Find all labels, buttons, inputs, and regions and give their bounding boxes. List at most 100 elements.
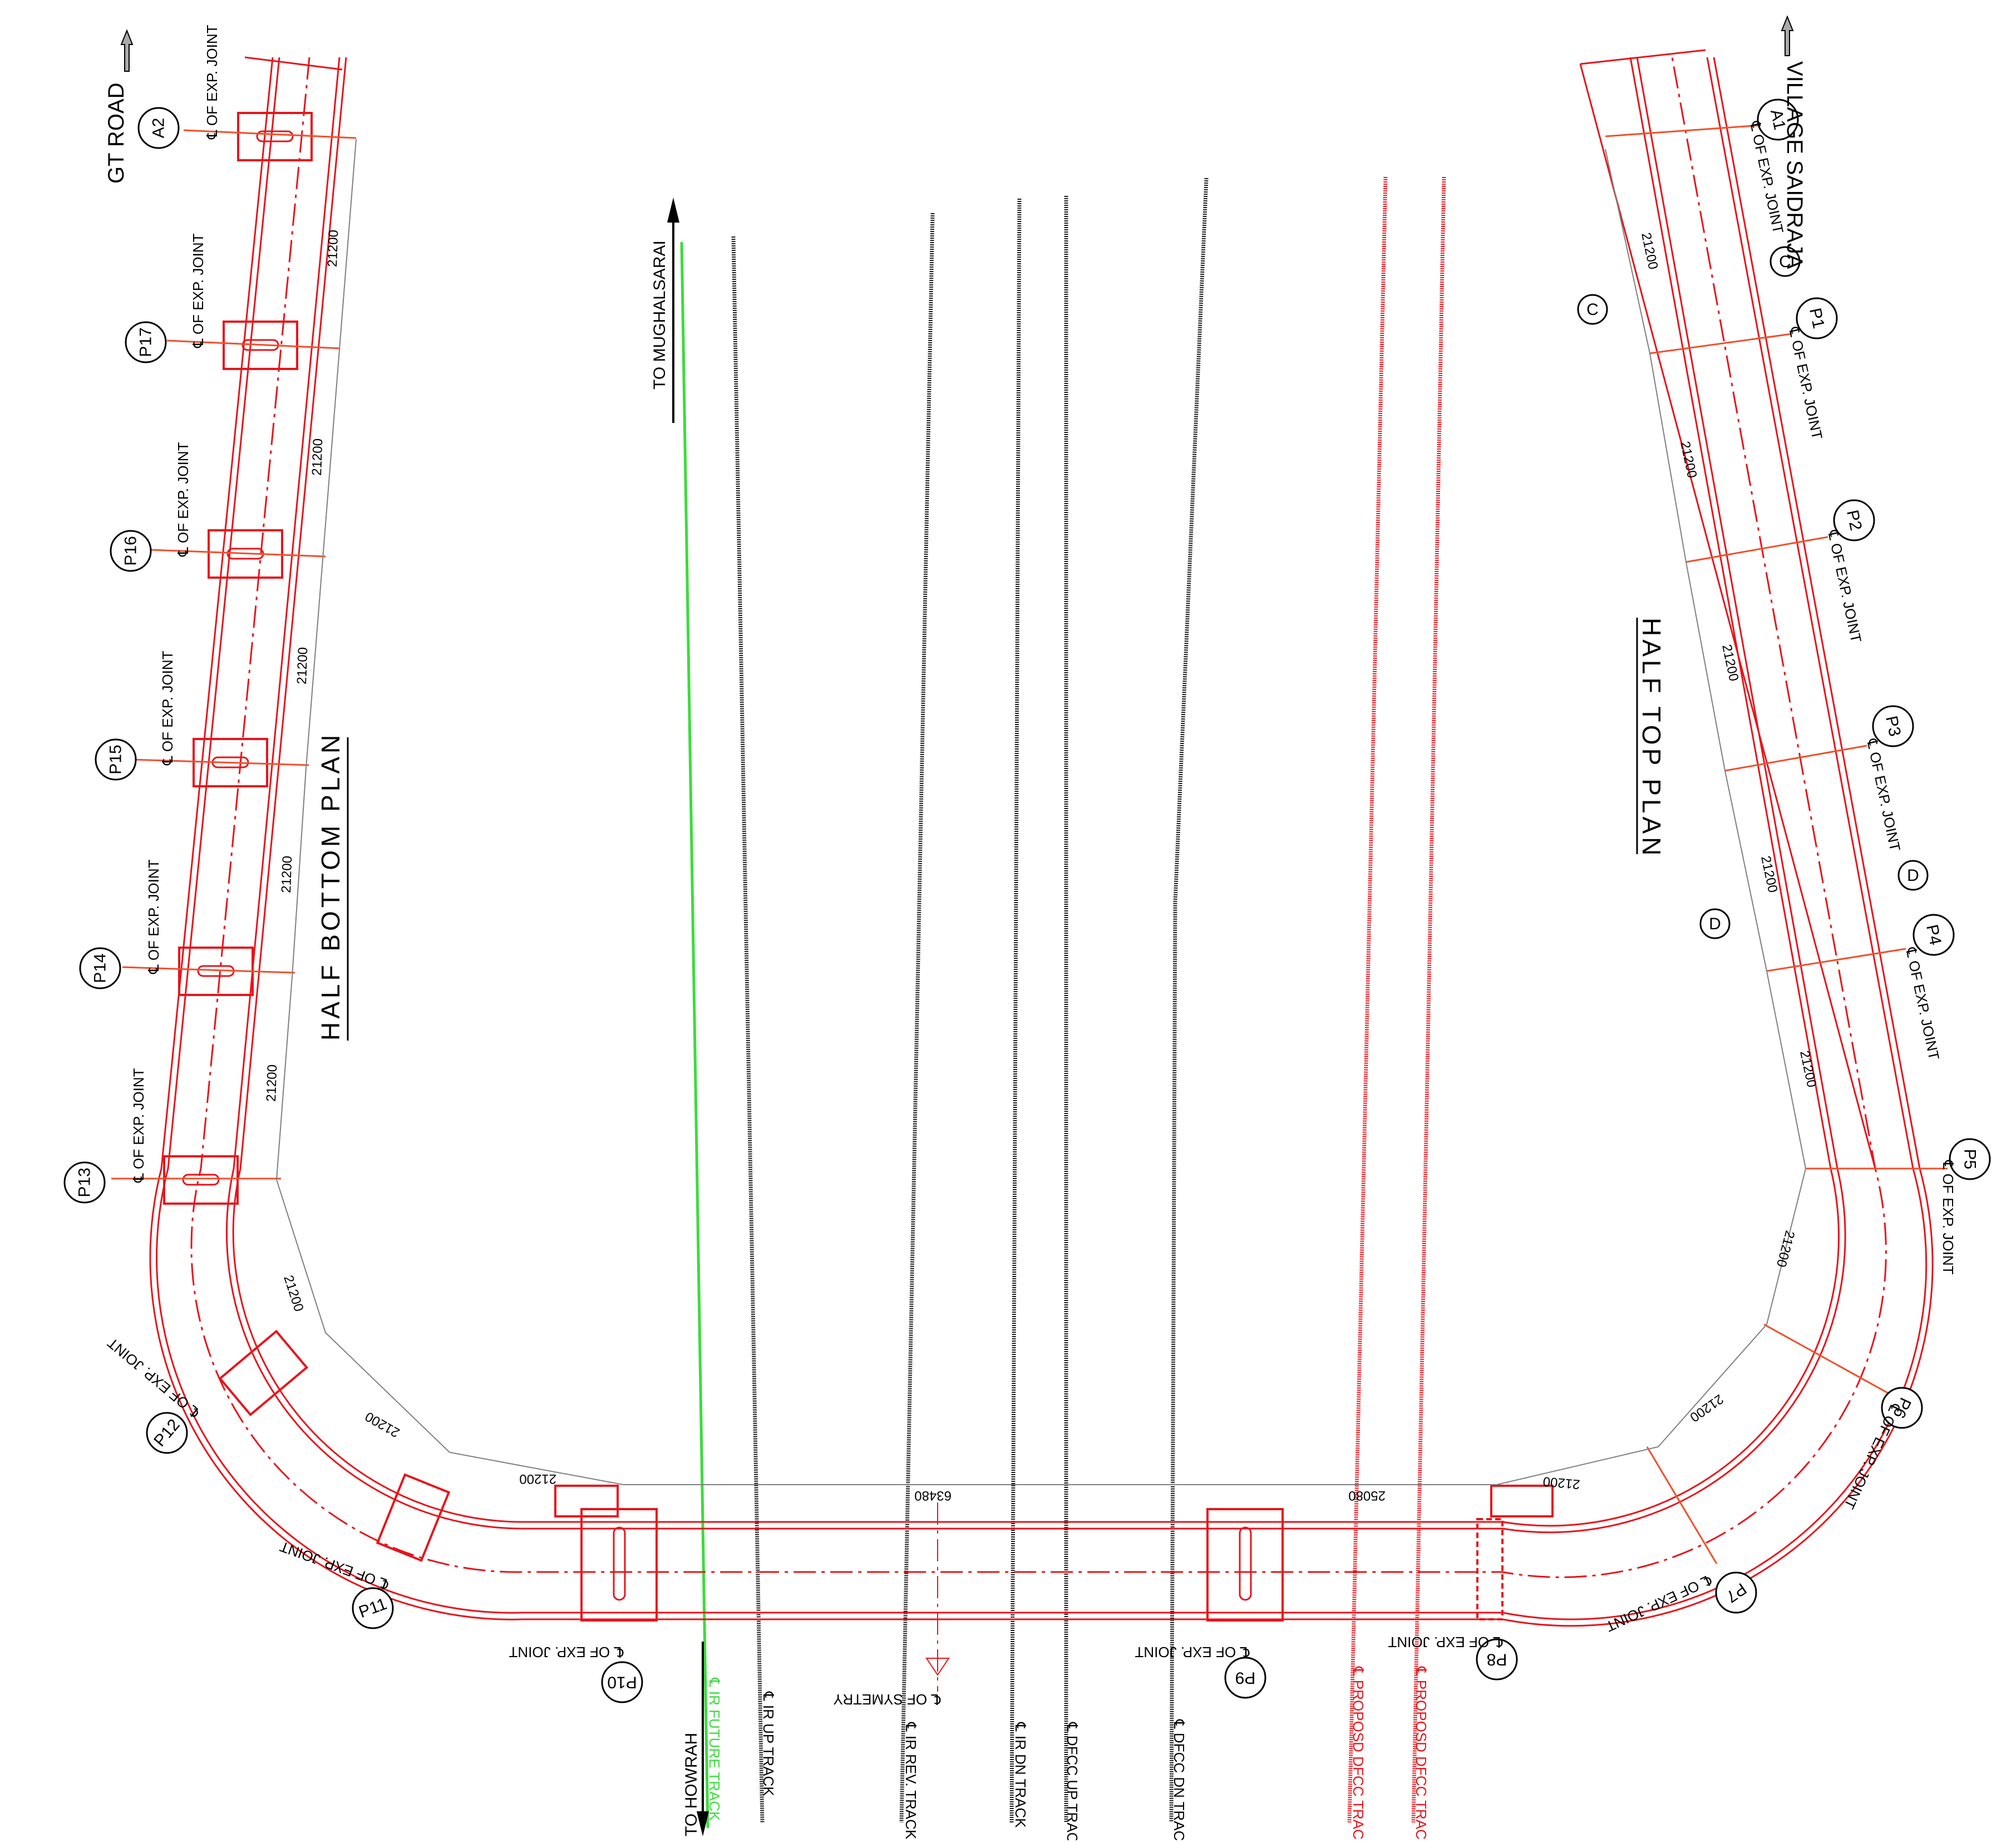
pier-label-p13: P13 — [76, 1167, 94, 1197]
dim-right-chain — [1605, 149, 1806, 1169]
section-markers — [1578, 247, 1928, 938]
pier-cap-p11 — [377, 1475, 448, 1560]
dim-label-15: 21200 — [1677, 440, 1699, 480]
proposed-dfcc-track-2 — [1413, 177, 1444, 1822]
pier-cap-p12 — [220, 1331, 307, 1415]
dim-label-11: 21200 — [1773, 1229, 1797, 1268]
pier-cap-p9 — [1207, 1509, 1283, 1620]
pier-label-p15: P15 — [107, 745, 125, 774]
exp-joint-label-p9: ℄ OF EXP. JOINT — [1135, 1644, 1250, 1660]
ir-up-track — [733, 236, 762, 1822]
half-bottom-plan-title: HALF BOTTOM PLAN — [316, 732, 345, 1041]
proposed-dfcc-track-1 — [1349, 177, 1386, 1822]
break-line-right — [1580, 50, 1706, 64]
exp-joint-label-p3: ℄ OF EXP. JOINT — [1864, 737, 1904, 852]
slot-a2 — [257, 131, 293, 141]
track-label-dfcc-up: ℄ DFCC UP TRACK — [1064, 1722, 1081, 1840]
symmetry-label: ℄ OF SYMETRY — [834, 1691, 941, 1708]
track-label-dfcc-dn: ℄ DFCC DN TRACK — [1171, 1719, 1187, 1840]
track-label-ir-rev: ℄ IR REV. TRACK — [903, 1722, 919, 1840]
exp-joint-label-p6: ℄ OF EXP. JOINT — [1841, 1401, 1904, 1512]
track-label-proposed-2: ℄ PROPOSD DFCC TRACK — [1413, 1666, 1430, 1840]
exp-joint-label-p10: ℄ OF EXP. JOINT — [509, 1644, 624, 1660]
slot-p9 — [1240, 1527, 1251, 1600]
village-arrow-icon — [1782, 17, 1793, 56]
dim-label-half: 25080 — [1348, 1488, 1386, 1503]
pier-label-p16: P16 — [122, 536, 140, 565]
exp-joint-line-p1 — [1650, 334, 1792, 353]
exp-joint-line-a1 — [1605, 125, 1761, 136]
break-lines — [245, 50, 1706, 70]
tracks-group — [682, 177, 1444, 1828]
end-block-left — [555, 1486, 618, 1516]
centreline — [191, 57, 1886, 1577]
slot-p13 — [183, 1175, 219, 1185]
exp-joint-lines — [111, 125, 1948, 1564]
village-label: VILLAGE SAIDRAJA — [1782, 61, 1807, 269]
exp-joint-label-p2: ℄ OF EXP. JOINT — [1825, 528, 1865, 644]
section-d-letter-2: D — [1709, 915, 1721, 933]
track-label-ir-future: ℄ IR FUTURE TRACK — [706, 1677, 723, 1821]
track-label-proposed-1: ℄ PROPOSD DFCC TRACK — [1350, 1666, 1367, 1840]
exp-joint-label-p4: ℄ OF EXP. JOINT — [1902, 945, 1943, 1061]
exp-joint-label-p1: ℄ OF EXP. JOINT — [1786, 325, 1826, 441]
pier-cap-p10 — [581, 1509, 657, 1620]
exp-joint-label-a2: ℄ OF EXP. JOINT — [204, 24, 220, 140]
exp-joint-label-p11: ℄ OF EXP. JOINT — [278, 1538, 391, 1593]
dim-label-3: 21200 — [294, 647, 310, 685]
left-edge-inner-2 — [226, 57, 1845, 1532]
track-label-ir-up: ℄ IR UP TRACK — [760, 1691, 777, 1796]
pier-label-p8: P8 — [1487, 1650, 1507, 1669]
exp-joint-label-p14: ℄ OF EXP. JOINT — [145, 859, 162, 974]
dim-label-14: 21200 — [1719, 643, 1741, 683]
gt-road-arrow-icon — [121, 31, 132, 71]
dim-label-5: 21200 — [264, 1065, 280, 1102]
to-mughalsarai-arrowhead — [667, 198, 679, 223]
exp-joint-labels: ℄ OF EXP. JOINT ℄ OF EXP. JOINT ℄ OF EXP… — [104, 24, 1956, 1660]
half-top-plan-title: HALF TOP PLAN — [1637, 618, 1666, 859]
exp-joint-label-p17: ℄ OF EXP. JOINT — [190, 233, 206, 348]
slot-p10 — [614, 1527, 625, 1600]
dim-label-7: 21200 — [363, 1408, 402, 1440]
dim-right-curve — [1497, 1169, 1806, 1485]
a1-edge — [1580, 64, 1875, 1169]
exp-joint-label-p8: ℄ OF EXP. JOINT — [1388, 1634, 1503, 1650]
to-mughalsarai-label: TO MUGHALSARAI — [650, 240, 669, 390]
ir-dn-track — [1012, 199, 1019, 1822]
symmetry-mark — [926, 1502, 949, 1692]
pier-label-p9: P9 — [1235, 1669, 1256, 1687]
to-howrah-label: TO HOWRAH — [682, 1733, 701, 1836]
exp-joint-label-p12: ℄ OF EXP. JOINT — [104, 1334, 203, 1421]
pier-caps — [164, 113, 1552, 1620]
ir-rev-track — [901, 213, 933, 1822]
exp-joint-label-p15: ℄ OF EXP. JOINT — [159, 651, 176, 766]
dfcc-dn-track — [1171, 178, 1206, 1822]
gt-road-label: GT ROAD — [104, 82, 129, 184]
dim-label-centre: 63480 — [914, 1488, 952, 1503]
dim-label-4: 21200 — [279, 856, 295, 894]
dim-label-1: 21200 — [325, 230, 341, 268]
pier-label-p5: P5 — [1961, 1149, 1979, 1170]
pier-label-p10: P10 — [607, 1673, 637, 1692]
dim-label-13: 21200 — [1758, 855, 1780, 894]
left-edge-inner — [233, 57, 1838, 1526]
break-line-left — [245, 57, 342, 70]
pier-cap-p8 — [1477, 1519, 1502, 1619]
section-c-letter-2: C — [1586, 300, 1599, 319]
exp-joint-label-p16: ℄ OF EXP. JOINT — [175, 442, 191, 557]
section-d-letter-1: D — [1907, 866, 1919, 885]
dim-left-curve — [277, 1180, 623, 1485]
pier-cap-a2 — [238, 113, 312, 160]
pier-label-a2: A2 — [150, 118, 168, 139]
dim-label-6: 21200 — [280, 1274, 306, 1314]
track-label-ir-dn: ℄ IR DN TRACK — [1012, 1722, 1029, 1828]
end-block-right — [1491, 1486, 1552, 1516]
pier-markers: A2P17P16P15P14P13P12P11P10 P9P8P7P6P5P4P3… — [65, 100, 1990, 1702]
exp-joint-label-p13: ℄ OF EXP. JOINT — [130, 1068, 147, 1183]
dim-label-2: 21200 — [309, 438, 326, 476]
exp-joint-label-p5: ℄ OF EXP. JOINT — [1940, 1160, 1956, 1275]
pier-label-p17: P17 — [137, 327, 155, 357]
dim-label-16: 21200 — [1638, 231, 1660, 271]
dim-label-8: 21200 — [519, 1471, 556, 1486]
